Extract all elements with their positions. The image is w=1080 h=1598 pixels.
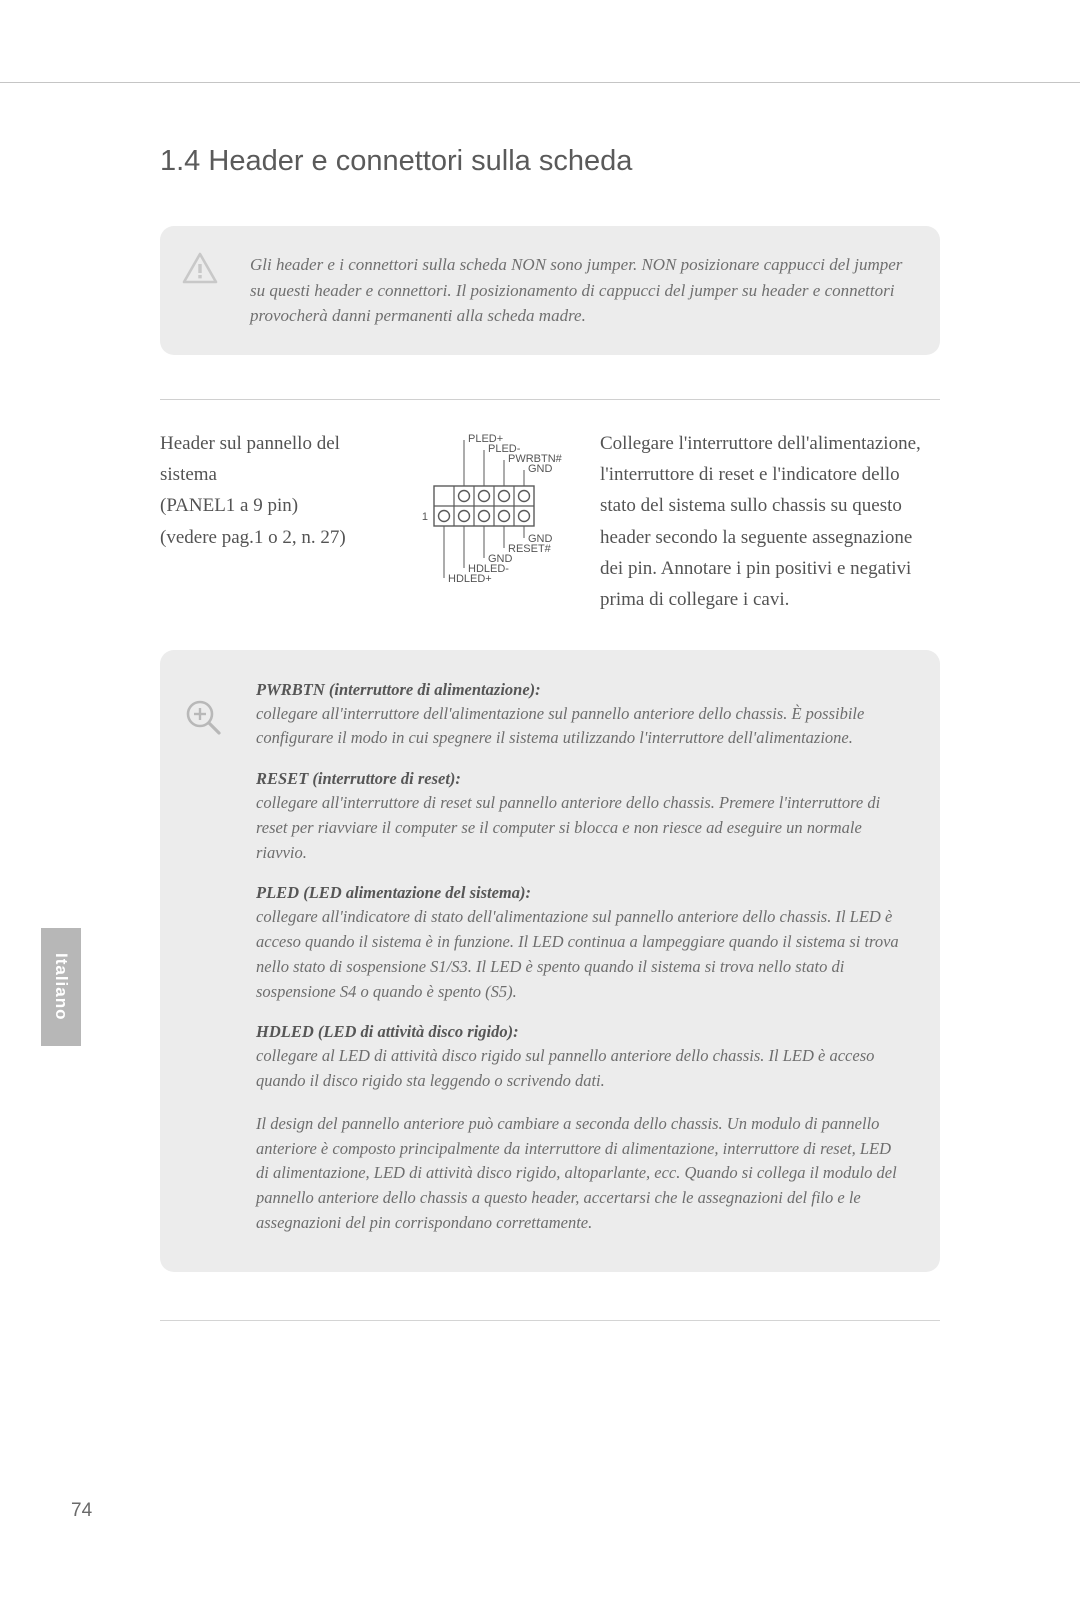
closing-paragraph: Il design del pannello anteriore può cam…	[256, 1112, 904, 1236]
page-content: 1.4 Header e connettori sulla scheda Gli…	[160, 145, 940, 1272]
header-desc-line1: Header sul pannello del sistema	[160, 428, 370, 491]
pin-diagram: 1 PLED+ PLED- PWRBTN# GND GND RESET# GND…	[390, 428, 580, 616]
warning-icon	[182, 252, 218, 289]
definition-pwrbtn: PWRBTN (interruttore di alimentazione): …	[256, 680, 904, 752]
definition-pled: PLED (LED alimentazione del sistema): co…	[256, 883, 904, 1004]
def-body: collegare all'indicatore di stato dell'a…	[256, 905, 904, 1004]
svg-text:HDLED+: HDLED+	[448, 573, 492, 585]
section-title: 1.4 Header e connettori sulla scheda	[160, 145, 940, 178]
three-column-row: Header sul pannello del sistema (PANEL1 …	[160, 428, 940, 616]
page-number: 74	[71, 1500, 92, 1522]
bottom-rule	[160, 1320, 940, 1321]
warning-box: Gli header e i connettori sulla scheda N…	[160, 226, 940, 355]
def-title: RESET (interruttore di reset):	[256, 769, 904, 789]
def-body: collegare al LED di attività disco rigid…	[256, 1044, 904, 1094]
magnifier-icon	[184, 698, 224, 743]
definition-hdled: HDLED (LED di attività disco rigido): co…	[256, 1022, 904, 1094]
top-rule	[0, 82, 1080, 83]
header-desc-line2: (PANEL1 a 9 pin)	[160, 490, 370, 521]
warning-text: Gli header e i connettori sulla scheda N…	[250, 252, 910, 329]
svg-text:GND: GND	[528, 463, 553, 475]
info-box: PWRBTN (interruttore di alimentazione): …	[160, 650, 940, 1272]
mid-rule	[160, 399, 940, 400]
pin1-label: 1	[422, 511, 428, 523]
definition-reset: RESET (interruttore di reset): collegare…	[256, 769, 904, 865]
def-title: HDLED (LED di attività disco rigido):	[256, 1022, 904, 1042]
header-description: Header sul pannello del sistema (PANEL1 …	[160, 428, 370, 616]
def-body: collegare all'interruttore dell'alimenta…	[256, 702, 904, 752]
language-tab-label: Italiano	[51, 953, 71, 1021]
def-title: PWRBTN (interruttore di alimentazione):	[256, 680, 904, 700]
language-tab: Italiano	[41, 928, 81, 1046]
connection-instructions: Collegare l'interruttore dell'alimentazi…	[600, 428, 940, 616]
def-body: collegare all'interruttore di reset sul …	[256, 791, 904, 865]
svg-text:RESET#: RESET#	[508, 543, 552, 555]
def-title: PLED (LED alimentazione del sistema):	[256, 883, 904, 903]
header-desc-line3: (vedere pag.1 o 2, n. 27)	[160, 522, 370, 553]
